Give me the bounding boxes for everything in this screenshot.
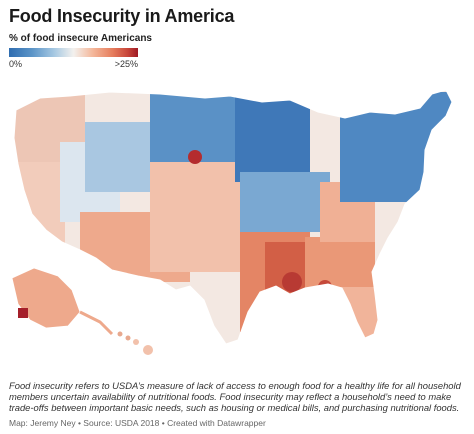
region-northern-plains bbox=[150, 92, 245, 162]
region-upper-midwest bbox=[235, 97, 310, 182]
region-florida bbox=[340, 287, 385, 344]
hawaii bbox=[117, 331, 153, 355]
page-title: Food Insecurity in America bbox=[9, 6, 235, 26]
alaska-hotspot bbox=[18, 308, 28, 318]
region-northeast bbox=[340, 92, 452, 202]
hotspot-wyoming bbox=[188, 150, 202, 164]
alaska bbox=[11, 267, 114, 336]
legend-color-scale bbox=[9, 48, 138, 57]
legend-max-label: >25% bbox=[114, 59, 138, 69]
contiguous-us bbox=[14, 90, 452, 344]
legend-min-label: 0% bbox=[9, 59, 23, 69]
region-rockies bbox=[85, 122, 155, 192]
region-southern-plains bbox=[150, 162, 245, 272]
choropleth-map[interactable] bbox=[0, 72, 474, 372]
region-midwest bbox=[240, 172, 330, 232]
us-outline bbox=[13, 89, 453, 345]
description-text: Food insecurity refers to USDA’s measure… bbox=[9, 380, 461, 413]
hotspot-alabama bbox=[318, 280, 332, 294]
hotspot-delta bbox=[282, 272, 302, 292]
credit-line: Map: Jeremy Ney • Source: USDA 2018 • Cr… bbox=[9, 418, 266, 428]
legend-title: % of food insecure Americans bbox=[9, 33, 152, 44]
